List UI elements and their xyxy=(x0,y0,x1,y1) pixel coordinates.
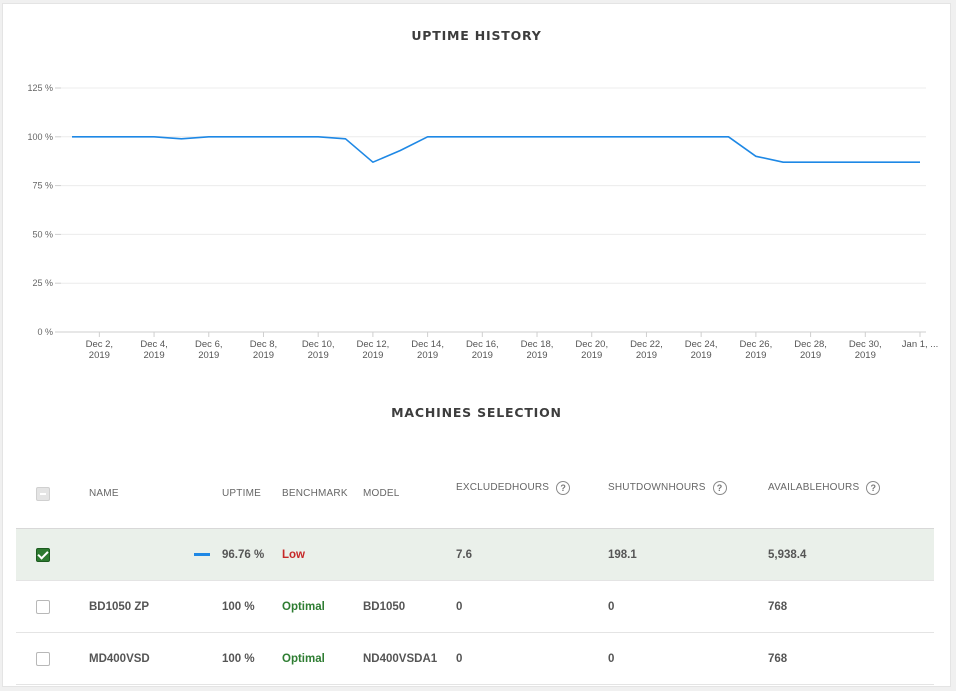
header-excluded-hours[interactable]: EXCLUDEDHOURS ? xyxy=(456,453,571,522)
x-tick-label: Dec 24, xyxy=(685,339,718,350)
row-checkbox[interactable] xyxy=(36,581,50,632)
header-name[interactable]: NAME xyxy=(89,488,119,499)
help-icon[interactable]: ? xyxy=(712,480,727,495)
x-tick-label: 2019 xyxy=(526,350,547,361)
x-tick-label: Dec 28, xyxy=(794,339,827,350)
row-benchmark: Low xyxy=(282,548,305,561)
x-tick-label: Dec 8, xyxy=(250,339,277,350)
x-tick-label: Dec 4, xyxy=(140,339,167,350)
x-tick-label: 2019 xyxy=(581,350,602,361)
row-available-hours: 768 xyxy=(768,652,788,665)
x-tick-label: Dec 2, xyxy=(86,339,113,350)
x-tick-label: Dec 6, xyxy=(195,339,222,350)
uptime-history-title: UPTIME HISTORY xyxy=(411,28,542,43)
row-checkbox[interactable] xyxy=(36,633,50,684)
x-tick-label: Dec 22, xyxy=(630,339,663,350)
table-row[interactable]: 96.76 % Low 7.6 198.1 5,938.4 xyxy=(16,529,934,581)
header-benchmark[interactable]: BENCHMARK xyxy=(282,488,348,499)
x-tick-label: 2019 xyxy=(198,350,219,361)
x-tick-label: 2019 xyxy=(855,350,876,361)
y-tick-label: 100 % xyxy=(27,132,53,142)
row-model: ND400VSDA1 xyxy=(363,652,438,665)
y-tick-label: 0 % xyxy=(37,327,53,337)
row-shutdown-hours: 198.1 xyxy=(608,548,637,561)
x-tick-label: 2019 xyxy=(308,350,329,361)
x-tick-label: 2019 xyxy=(800,350,821,361)
x-tick-label: Dec 30, xyxy=(849,339,882,350)
table-row[interactable]: BD1050 ZP 100 % Optimal BD1050 0 0 768 xyxy=(16,581,934,633)
help-icon[interactable]: ? xyxy=(866,480,881,495)
x-tick-label: Dec 12, xyxy=(357,339,390,350)
row-benchmark: Optimal xyxy=(282,652,325,665)
x-tick-label: 2019 xyxy=(417,350,438,361)
x-tick-label: 2019 xyxy=(636,350,657,361)
row-uptime: 100 % xyxy=(222,600,255,613)
x-tick-label: Dec 10, xyxy=(302,339,335,350)
row-uptime: 100 % xyxy=(222,652,255,665)
x-tick-label: Dec 20, xyxy=(575,339,608,350)
x-tick-label: Jan 1, ... xyxy=(902,339,938,350)
row-uptime: 96.76 % xyxy=(222,548,265,561)
row-shutdown-hours: 0 xyxy=(608,600,615,613)
x-tick-label: Dec 16, xyxy=(466,339,499,350)
x-tick-label: 2019 xyxy=(89,350,110,361)
x-tick-label: 2019 xyxy=(691,350,712,361)
header-excluded-hours-label: EXCLUDEDHOURS xyxy=(456,482,550,493)
header-model[interactable]: MODEL xyxy=(363,488,400,499)
row-excluded-hours: 7.6 xyxy=(456,548,472,561)
row-shutdown-hours: 0 xyxy=(608,652,615,665)
row-available-hours: 5,938.4 xyxy=(768,548,807,561)
x-tick-label: 2019 xyxy=(472,350,493,361)
table-header-row: NAME UPTIME BENCHMARK MODEL EXCLUDEDHOUR… xyxy=(16,459,934,529)
select-all-checkbox[interactable] xyxy=(36,459,50,528)
x-tick-label: Dec 26, xyxy=(739,339,772,350)
dashboard-card: UPTIME HISTORY 0 % 25 % 50 % 75 % 100 % 125 %… xyxy=(2,3,951,687)
machines-selection-title: MACHINES SELECTION xyxy=(391,405,562,420)
x-tick-label: 2019 xyxy=(362,350,383,361)
table-row[interactable]: MD400VSD 100 % Optimal ND400VSDA1 0 0 76… xyxy=(16,633,934,685)
header-available-hours[interactable]: AVAILABLEHOURS ? xyxy=(768,453,881,522)
x-tick-label: 2019 xyxy=(253,350,274,361)
row-name: BD1050 ZP xyxy=(89,600,150,613)
x-tick-label: 2019 xyxy=(143,350,164,361)
y-tick-label: 75 % xyxy=(32,181,53,191)
row-excluded-hours: 0 xyxy=(456,600,463,613)
y-tick-label: 50 % xyxy=(32,229,53,239)
header-shutdown-hours-label: SHUTDOWNHOURS xyxy=(608,482,706,493)
x-tick-label: Dec 18, xyxy=(521,339,554,350)
y-tick-label: 125 % xyxy=(27,83,53,93)
x-tick-label: Dec 14, xyxy=(411,339,444,350)
row-model: BD1050 xyxy=(363,600,406,613)
x-tick-label: 2019 xyxy=(745,350,766,361)
header-uptime[interactable]: UPTIME xyxy=(222,488,261,499)
row-benchmark: Optimal xyxy=(282,600,325,613)
row-excluded-hours: 0 xyxy=(456,652,463,665)
header-shutdown-hours[interactable]: SHUTDOWNHOURS ? xyxy=(608,453,727,522)
row-available-hours: 768 xyxy=(768,600,788,613)
row-checkbox[interactable] xyxy=(36,529,50,580)
y-tick-label: 25 % xyxy=(32,278,53,288)
series-color-swatch xyxy=(194,529,222,580)
header-available-hours-label: AVAILABLEHOURS xyxy=(768,482,860,493)
row-name: MD400VSD xyxy=(89,652,150,665)
help-icon[interactable]: ? xyxy=(556,480,571,495)
uptime-series-line xyxy=(72,136,920,163)
